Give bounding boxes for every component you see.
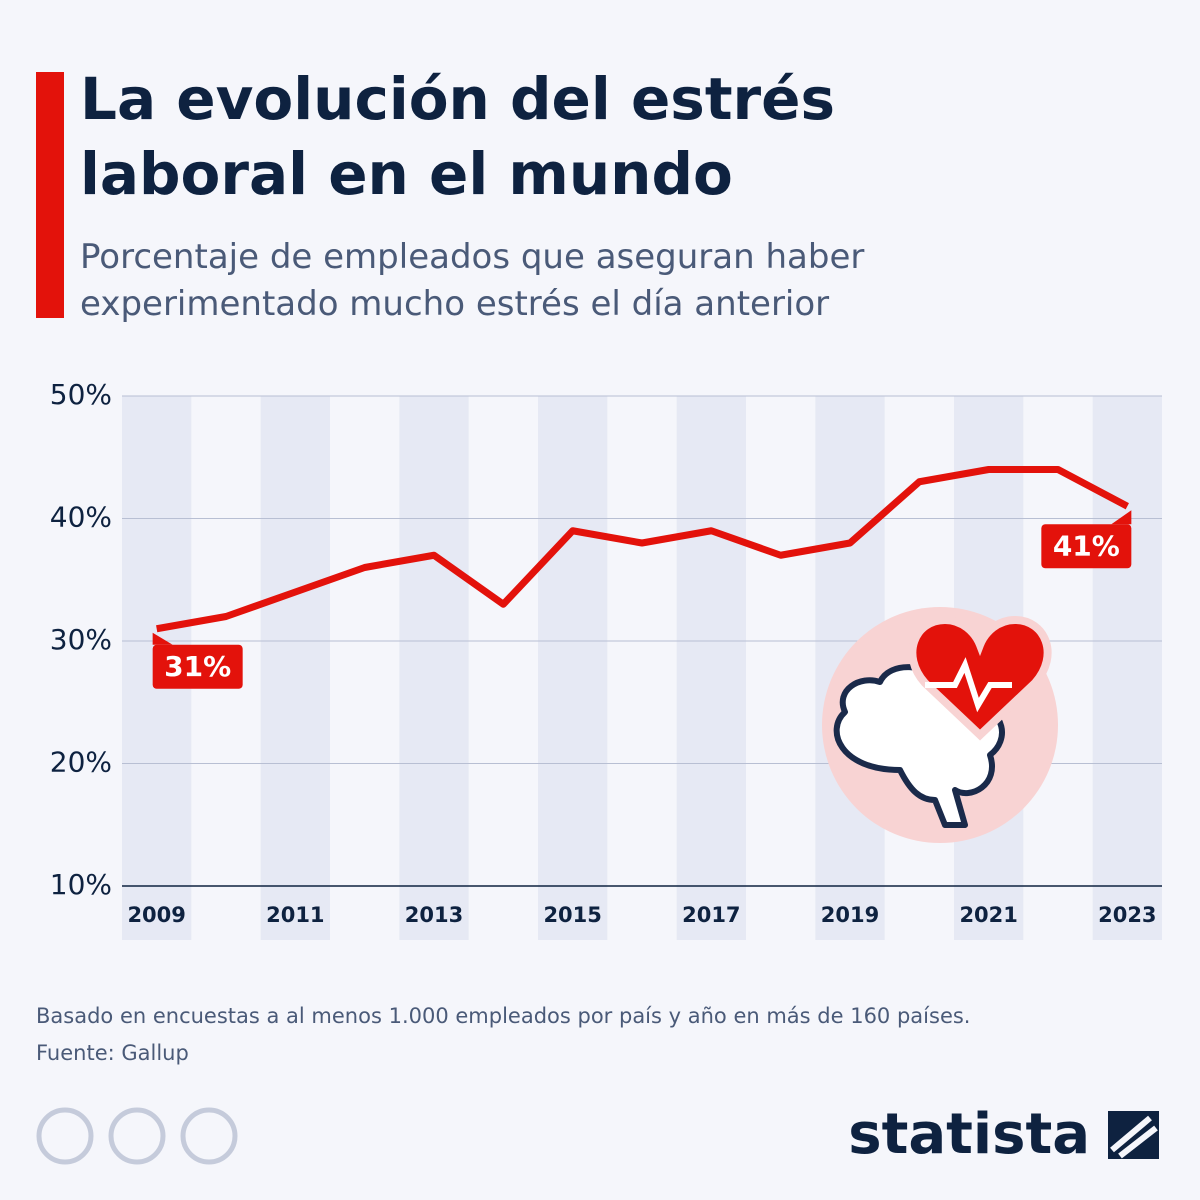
x-tick-label: 2013 bbox=[405, 903, 463, 927]
label-box bbox=[1041, 524, 1132, 569]
column-band bbox=[676, 396, 746, 940]
data-line bbox=[156, 466, 1129, 633]
x-tick-label: 2023 bbox=[1098, 903, 1156, 927]
x-tick-label: 2011 bbox=[266, 903, 324, 927]
illustration bbox=[822, 607, 1058, 843]
source: Fuente: Gallup bbox=[36, 1041, 189, 1065]
chart-subtitle: Porcentaje de empleados que aseguran hab… bbox=[80, 237, 864, 324]
y-tick-label: 30% bbox=[50, 623, 112, 656]
plot-area: 10% 20% 30% 40% 50% 2009 2011 2013 2015 2017 2019 2… bbox=[50, 378, 1162, 940]
brand-logo: statista bbox=[848, 1102, 1090, 1167]
x-tick-label: 2019 bbox=[821, 903, 879, 927]
data-label: 41% bbox=[1053, 529, 1120, 562]
data-label: 31% bbox=[164, 650, 231, 683]
column-band bbox=[538, 396, 608, 940]
footnote: Basado en encuestas a al menos 1.000 emp… bbox=[36, 1004, 970, 1028]
brand-icon bbox=[1102, 1105, 1165, 1165]
chart-title: La evolución del estrés laboral en el mun… bbox=[80, 65, 835, 208]
column-band bbox=[399, 396, 469, 940]
column-band bbox=[1092, 396, 1162, 940]
heart-icon bbox=[908, 615, 1052, 741]
x-tick-label: 2017 bbox=[682, 903, 740, 927]
pulse-line bbox=[925, 657, 1012, 713]
y-tick-label: 10% bbox=[50, 868, 112, 901]
x-tick-label: 2009 bbox=[127, 903, 185, 927]
chart-subtitle: Porcentaje de empleados que aseguran hab… bbox=[80, 237, 864, 324]
y-tick-label: 20% bbox=[50, 746, 112, 779]
x-tick-label: 2015 bbox=[543, 903, 601, 927]
column-band bbox=[260, 396, 330, 940]
label-pointer bbox=[1111, 510, 1132, 525]
y-tick-label: 40% bbox=[50, 501, 112, 534]
title-accent bbox=[36, 72, 64, 318]
license-icons bbox=[36, 1107, 238, 1165]
y-tick-label: 50% bbox=[50, 378, 112, 411]
x-tick-label: 2021 bbox=[959, 903, 1017, 927]
label-pointer bbox=[152, 632, 173, 645]
label-box bbox=[152, 644, 243, 689]
chart-title: La evolución del estrés laboral en el mun… bbox=[80, 65, 835, 208]
